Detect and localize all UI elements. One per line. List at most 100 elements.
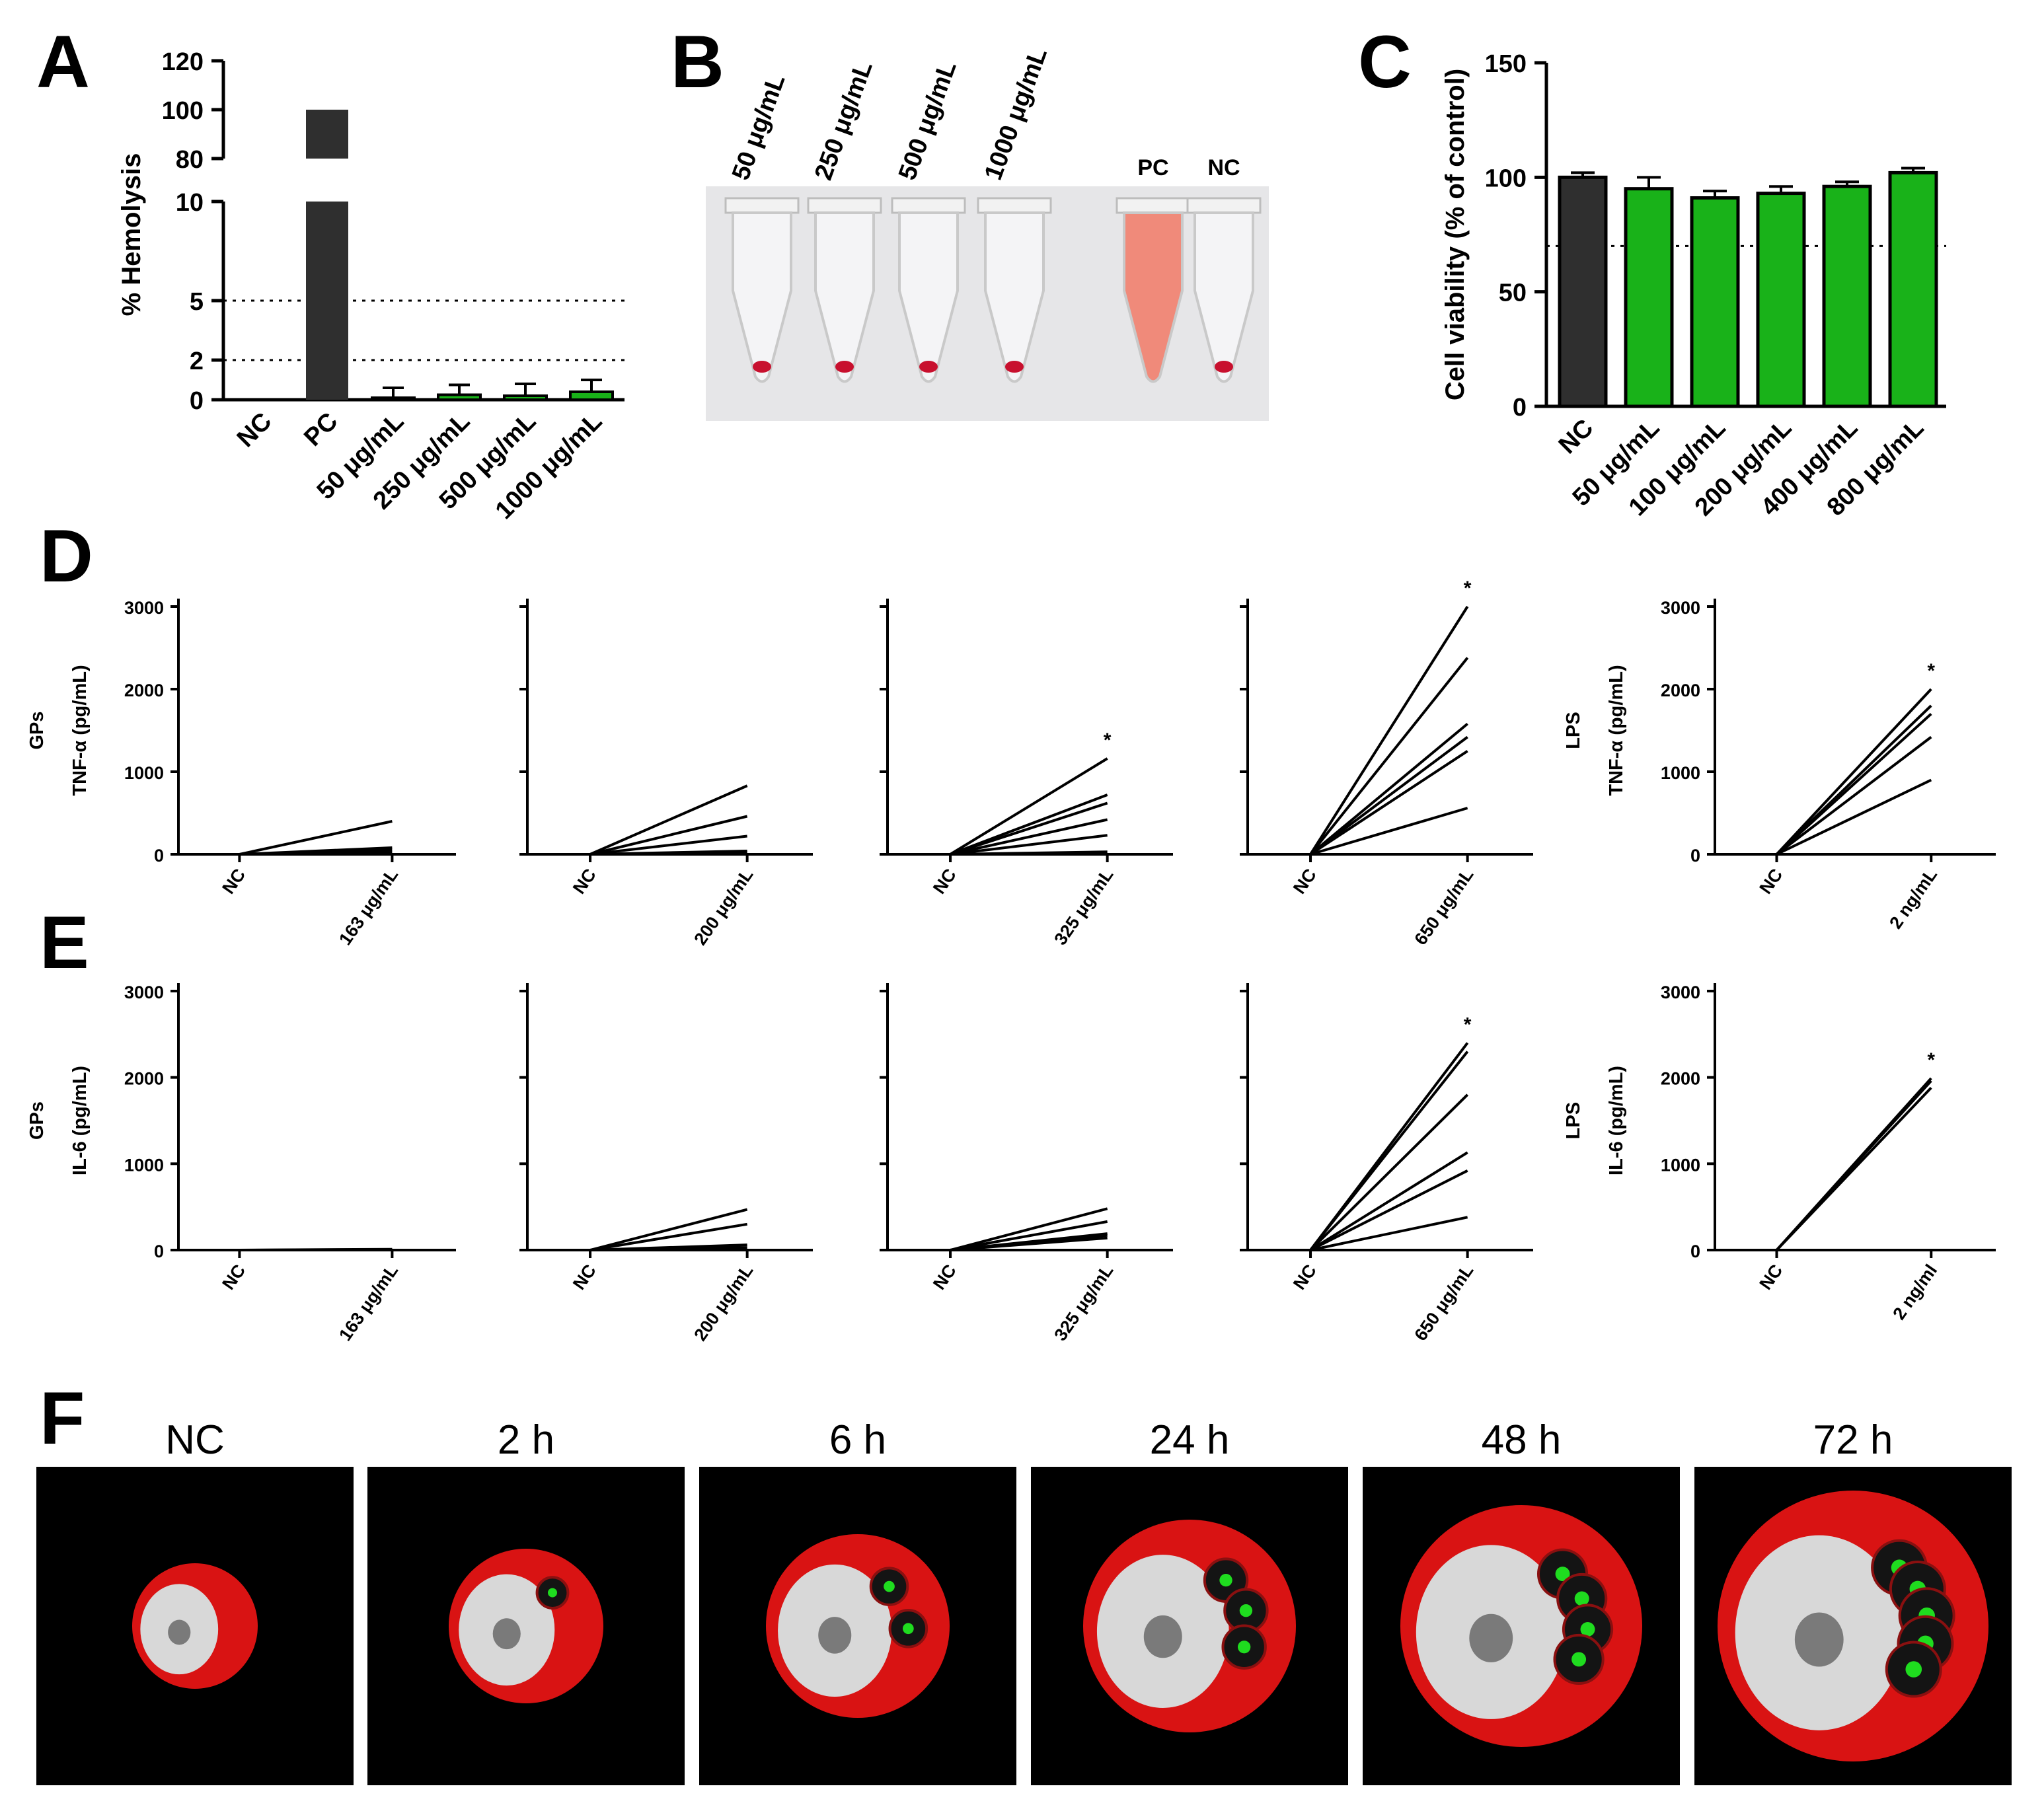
f-tile-title: 24 h — [1150, 1417, 1230, 1463]
d-series-line — [1776, 688, 1932, 856]
b-tube — [984, 211, 1045, 383]
f-nucleus-shadow — [492, 1618, 521, 1650]
d-subplot: NC 325 μg/mL * — [880, 599, 1173, 949]
d-x-tick-label: 325 μg/mL — [1050, 865, 1117, 949]
d-significance: * — [1464, 577, 1472, 599]
e-series-line — [950, 1207, 1108, 1251]
f-green-spot — [903, 1623, 914, 1635]
a-y-tick-label: 120 — [162, 48, 204, 76]
d-x-tick-label: NC — [218, 865, 249, 897]
e-significance: * — [1464, 1014, 1472, 1035]
d-x-tick-label: NC — [929, 865, 960, 897]
d-y-tick-label: 3000 — [1661, 598, 1700, 618]
b-tube-cap — [1116, 197, 1191, 214]
a-bar — [371, 396, 416, 401]
f-green-spot — [884, 1580, 895, 1592]
d-series-line — [239, 851, 393, 856]
d-y-label: TNF-α (pg/mL) — [1606, 665, 1627, 796]
b-tube — [814, 211, 875, 383]
e-row-label: LPS — [1563, 1102, 1584, 1139]
d-series-line — [1309, 605, 1469, 856]
b-tube-cap — [891, 197, 966, 214]
d-x-tick-label: NC — [569, 865, 600, 897]
e-x-tick-label: NC — [1289, 1261, 1320, 1293]
d-series-line — [590, 851, 747, 856]
d-series-line — [1310, 807, 1468, 856]
f-nucleus-shadow — [1469, 1613, 1513, 1662]
d-series-line — [950, 834, 1108, 856]
b-tube-cap — [724, 197, 800, 214]
f-nucleus-shadow — [818, 1617, 852, 1654]
b-pellet — [1215, 361, 1233, 373]
a-y-tick-label: 5 — [190, 288, 204, 316]
c-y-tick-label: 150 — [1485, 50, 1527, 78]
f-tile-title: 2 h — [498, 1417, 554, 1463]
a-bar — [503, 394, 548, 401]
e-series-line — [1309, 1151, 1468, 1251]
d-y-tick-label: 1000 — [1661, 763, 1700, 783]
d-y-label: TNF-α (pg/mL) — [69, 665, 91, 796]
b-tube-label: 1000 μg/mL — [979, 44, 1053, 184]
e-y-tick-label: 3000 — [124, 982, 164, 1002]
b-tube-label: 250 μg/mL — [810, 57, 878, 184]
d-y-tick-label: 0 — [1690, 846, 1700, 866]
c-bar — [1888, 170, 1938, 408]
e-x-tick-label: NC — [1755, 1261, 1786, 1293]
panel-letter-d: D — [40, 515, 93, 597]
d-series-line — [589, 784, 748, 856]
b-tube-cap — [807, 197, 882, 214]
b-tube — [1193, 211, 1254, 383]
f-nucleus-shadow — [1794, 1612, 1844, 1667]
d-row-label: GPs — [26, 711, 48, 749]
e-x-tick-label: NC — [929, 1261, 960, 1293]
f-green-spot — [1571, 1652, 1587, 1667]
d-series-line — [1309, 657, 1469, 856]
f-tile-title: 48 h — [1482, 1417, 1562, 1463]
d-significance: * — [1104, 729, 1112, 751]
a-x-tick-label: PC — [299, 408, 343, 452]
panel-letter-c: C — [1358, 20, 1412, 103]
f-green-spot — [1905, 1661, 1922, 1678]
d-series-line — [1776, 735, 1932, 856]
e-y-tick-label: 3000 — [1661, 982, 1700, 1002]
b-tube — [898, 211, 959, 383]
d-series-line — [589, 834, 747, 856]
f-green-spot — [1580, 1622, 1595, 1637]
e-series-line — [1310, 1216, 1468, 1251]
e-series-line — [950, 1236, 1108, 1251]
e-y-label: IL-6 (pg/mL) — [69, 1066, 91, 1175]
b-pellet — [1005, 361, 1024, 373]
c-bar — [1624, 187, 1674, 408]
a-y-tick-label: 0 — [190, 387, 204, 415]
f-green-spot — [1574, 1591, 1589, 1606]
d-series-line — [950, 850, 1108, 856]
b-tube-label: NC — [1207, 155, 1240, 180]
e-x-tick-label: NC — [569, 1261, 600, 1293]
d-subplot: NC 650 μg/mL * — [1240, 577, 1533, 949]
e-x-tick-label: 325 μg/mL — [1050, 1261, 1117, 1345]
panel-b-photo: 50 μg/mL 250 μg/mL 500 μg/mL 1000 μg/mL PC NC — [706, 44, 1269, 421]
a-bar-lower — [306, 202, 348, 400]
c-y-tick-label: 50 — [1499, 279, 1527, 307]
a-y-tick-label: 80 — [176, 146, 204, 174]
e-x-tick-label: NC — [218, 1261, 249, 1293]
e-row-label: GPs — [26, 1101, 48, 1140]
panel-f-images: NC 2 h 6 h 24 h 48 h 72 h — [36, 1417, 2012, 1785]
c-y-label: Cell viability (% of control) — [1441, 69, 1470, 400]
f-green-spot — [1239, 1604, 1253, 1617]
e-x-tick-label: 163 μg/mL — [335, 1261, 402, 1345]
b-tube — [732, 211, 792, 383]
panel-letter-e: E — [40, 901, 89, 984]
f-nucleus-shadow — [168, 1619, 191, 1645]
d-series-line — [1776, 778, 1932, 856]
d-series-line — [1309, 735, 1468, 856]
d-series-line — [950, 818, 1108, 856]
e-y-label: IL-6 (pg/mL) — [1606, 1066, 1627, 1175]
e-significance: * — [1927, 1049, 1935, 1071]
panel-letter-b: B — [671, 20, 724, 103]
d-x-tick-label: 650 μg/mL — [1410, 865, 1477, 949]
f-tile-title: NC — [165, 1417, 225, 1463]
f-green-spot — [1219, 1573, 1232, 1587]
a-bar — [569, 390, 614, 401]
d-y-tick-label: 2000 — [124, 681, 164, 700]
